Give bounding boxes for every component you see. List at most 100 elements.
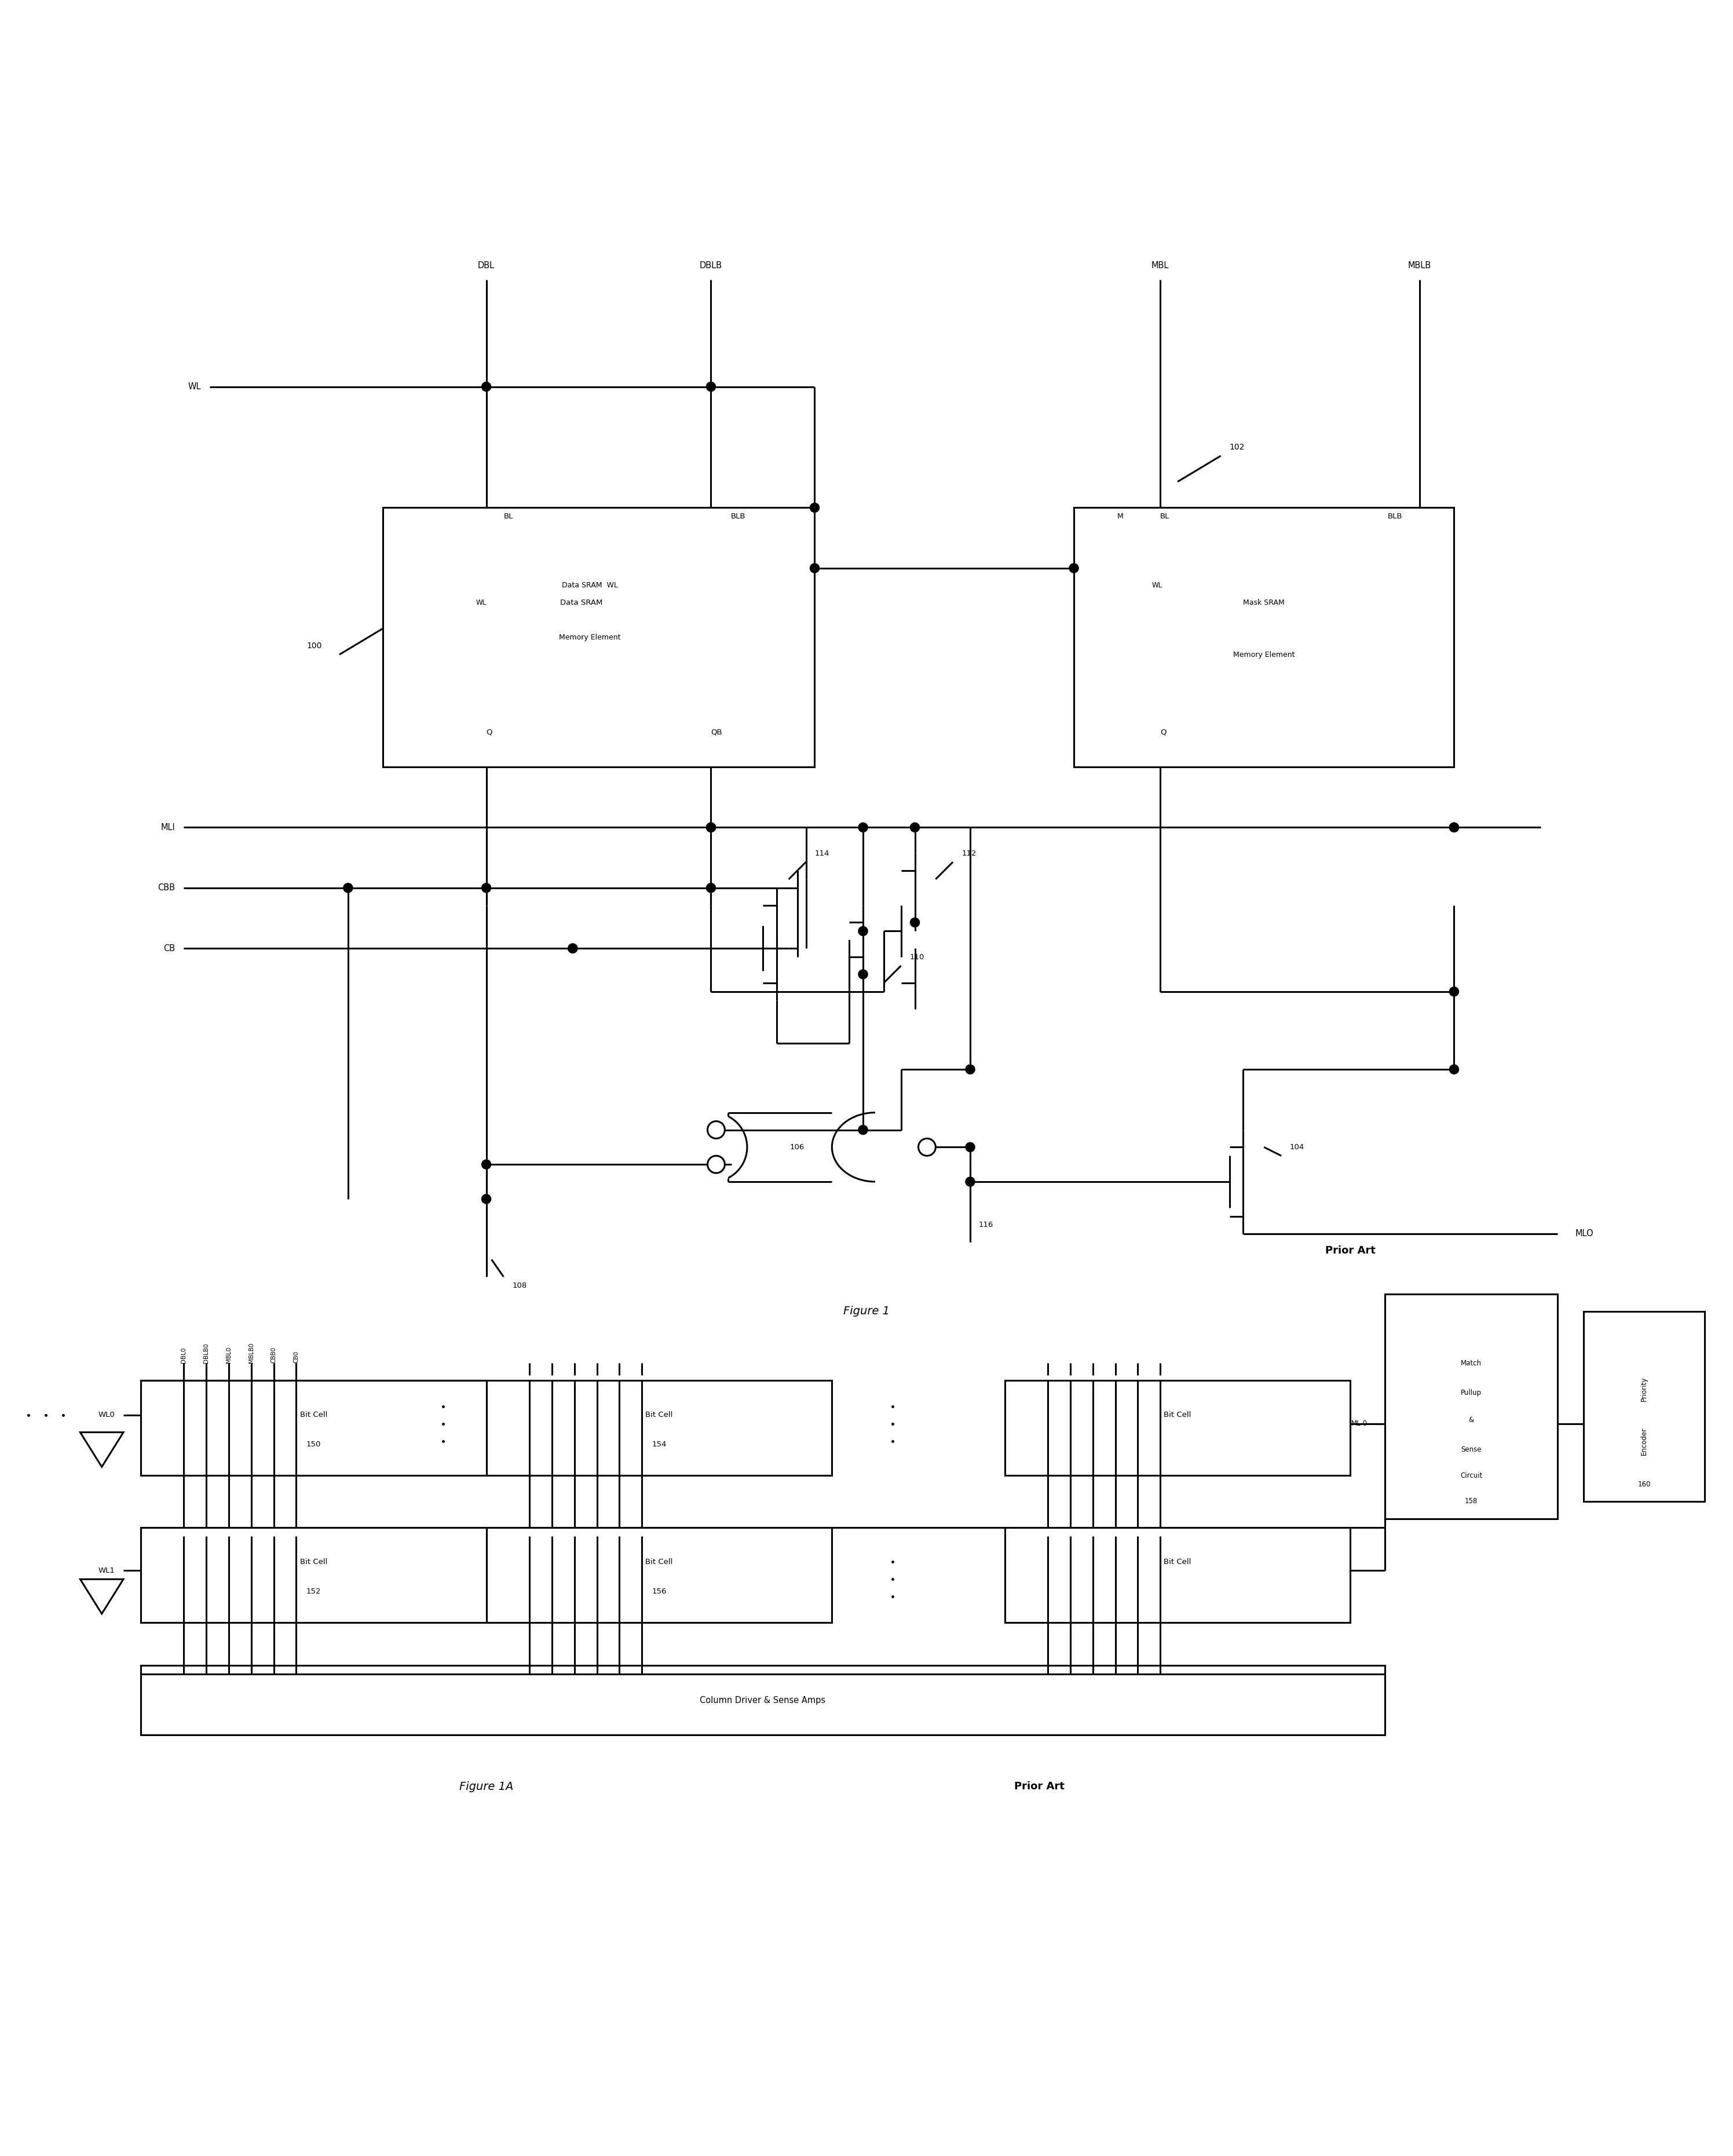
Text: 152: 152 — [307, 1587, 321, 1595]
Text: QB: QB — [711, 729, 723, 735]
Circle shape — [858, 824, 868, 832]
Text: 110: 110 — [910, 953, 924, 962]
Text: 154: 154 — [652, 1440, 667, 1449]
Text: WL1: WL1 — [99, 1567, 114, 1574]
Text: CB0: CB0 — [293, 1352, 300, 1363]
Text: WL: WL — [477, 599, 487, 606]
Text: 160: 160 — [1638, 1481, 1650, 1488]
Text: Sense: Sense — [1461, 1447, 1482, 1453]
Circle shape — [1449, 824, 1459, 832]
Text: 102: 102 — [1229, 444, 1244, 451]
Text: MBLB0: MBLB0 — [248, 1343, 255, 1363]
Circle shape — [910, 918, 920, 927]
Bar — [140, 1526, 487, 1623]
Circle shape — [965, 1143, 976, 1151]
Text: M: M — [1118, 513, 1123, 520]
Text: 158: 158 — [1464, 1498, 1478, 1505]
Circle shape — [1449, 987, 1459, 996]
Text: DBLB0: DBLB0 — [203, 1343, 210, 1363]
Text: &: & — [1470, 1416, 1475, 1423]
Text: 116: 116 — [979, 1220, 993, 1229]
Bar — [1005, 1526, 1350, 1623]
Circle shape — [965, 1177, 976, 1186]
Text: Bit Cell: Bit Cell — [1165, 1412, 1191, 1419]
Text: Bit Cell: Bit Cell — [300, 1559, 328, 1565]
Text: 112: 112 — [962, 849, 976, 858]
Bar — [1584, 1311, 1705, 1501]
Circle shape — [707, 884, 716, 893]
Text: WL0: WL0 — [99, 1412, 114, 1419]
Circle shape — [482, 382, 490, 392]
Bar — [1005, 1380, 1350, 1475]
Text: MLI: MLI — [161, 824, 175, 832]
Circle shape — [858, 927, 868, 936]
Text: Figure 1: Figure 1 — [844, 1307, 889, 1317]
Text: BLB: BLB — [731, 513, 745, 520]
Text: CBB0: CBB0 — [270, 1348, 277, 1363]
Text: Bit Cell: Bit Cell — [645, 1559, 672, 1565]
Bar — [140, 1667, 1385, 1736]
Text: Priority: Priority — [1641, 1378, 1648, 1401]
Text: WL: WL — [189, 382, 201, 390]
Bar — [487, 1526, 832, 1623]
Circle shape — [482, 1194, 490, 1203]
Text: Prior Art: Prior Art — [1014, 1781, 1064, 1792]
Circle shape — [965, 1065, 976, 1074]
Circle shape — [1449, 824, 1459, 832]
Circle shape — [707, 824, 716, 832]
Text: Bit Cell: Bit Cell — [1165, 1559, 1191, 1565]
Text: Memory Element: Memory Element — [1234, 651, 1295, 658]
Circle shape — [910, 824, 920, 832]
Text: Bit Cell: Bit Cell — [300, 1412, 328, 1419]
Circle shape — [809, 502, 820, 513]
Text: DBLB: DBLB — [700, 261, 723, 270]
Text: Encoder: Encoder — [1641, 1427, 1648, 1455]
Circle shape — [707, 1121, 724, 1138]
Text: 108: 108 — [513, 1281, 527, 1289]
Bar — [383, 507, 815, 768]
Circle shape — [568, 944, 577, 953]
Text: Prior Art: Prior Art — [1326, 1246, 1376, 1257]
Text: BL: BL — [504, 513, 513, 520]
Text: 104: 104 — [1289, 1143, 1305, 1151]
Text: ML-0: ML-0 — [1352, 1421, 1367, 1427]
Circle shape — [1449, 1065, 1459, 1074]
Text: BL: BL — [1161, 513, 1170, 520]
Bar — [1074, 507, 1454, 768]
Text: Data SRAM  WL: Data SRAM WL — [561, 582, 619, 589]
Text: MBLB: MBLB — [1407, 261, 1431, 270]
Text: Memory Element: Memory Element — [560, 634, 620, 640]
Circle shape — [858, 1125, 868, 1134]
Circle shape — [858, 970, 868, 979]
Text: MBL: MBL — [1151, 261, 1170, 270]
Text: CB: CB — [163, 944, 175, 953]
Text: Circuit: Circuit — [1461, 1473, 1482, 1479]
Text: MLO: MLO — [1575, 1229, 1593, 1238]
Text: DBL: DBL — [478, 261, 494, 270]
Bar — [140, 1380, 487, 1475]
Text: 100: 100 — [307, 642, 322, 649]
Circle shape — [707, 824, 716, 832]
Circle shape — [918, 1138, 936, 1156]
Circle shape — [568, 944, 577, 953]
Text: MBL0: MBL0 — [225, 1348, 232, 1363]
Text: 150: 150 — [307, 1440, 321, 1449]
Text: 114: 114 — [815, 849, 830, 858]
Circle shape — [343, 884, 354, 893]
Bar — [1385, 1294, 1558, 1518]
Text: Figure 1A: Figure 1A — [459, 1781, 513, 1792]
Bar — [487, 1380, 832, 1475]
Circle shape — [482, 1160, 490, 1169]
Circle shape — [809, 563, 820, 573]
Circle shape — [482, 884, 490, 893]
Text: Match: Match — [1461, 1360, 1482, 1367]
Circle shape — [1069, 563, 1078, 573]
Text: BLB: BLB — [1388, 513, 1402, 520]
Text: Q: Q — [1161, 729, 1166, 735]
Text: 106: 106 — [790, 1143, 804, 1151]
Text: Mask SRAM: Mask SRAM — [1243, 599, 1284, 606]
Text: 156: 156 — [652, 1587, 667, 1595]
Text: WL: WL — [1152, 582, 1163, 589]
Text: Column Driver & Sense Amps: Column Driver & Sense Amps — [700, 1697, 825, 1705]
Text: Pullup: Pullup — [1461, 1388, 1482, 1397]
